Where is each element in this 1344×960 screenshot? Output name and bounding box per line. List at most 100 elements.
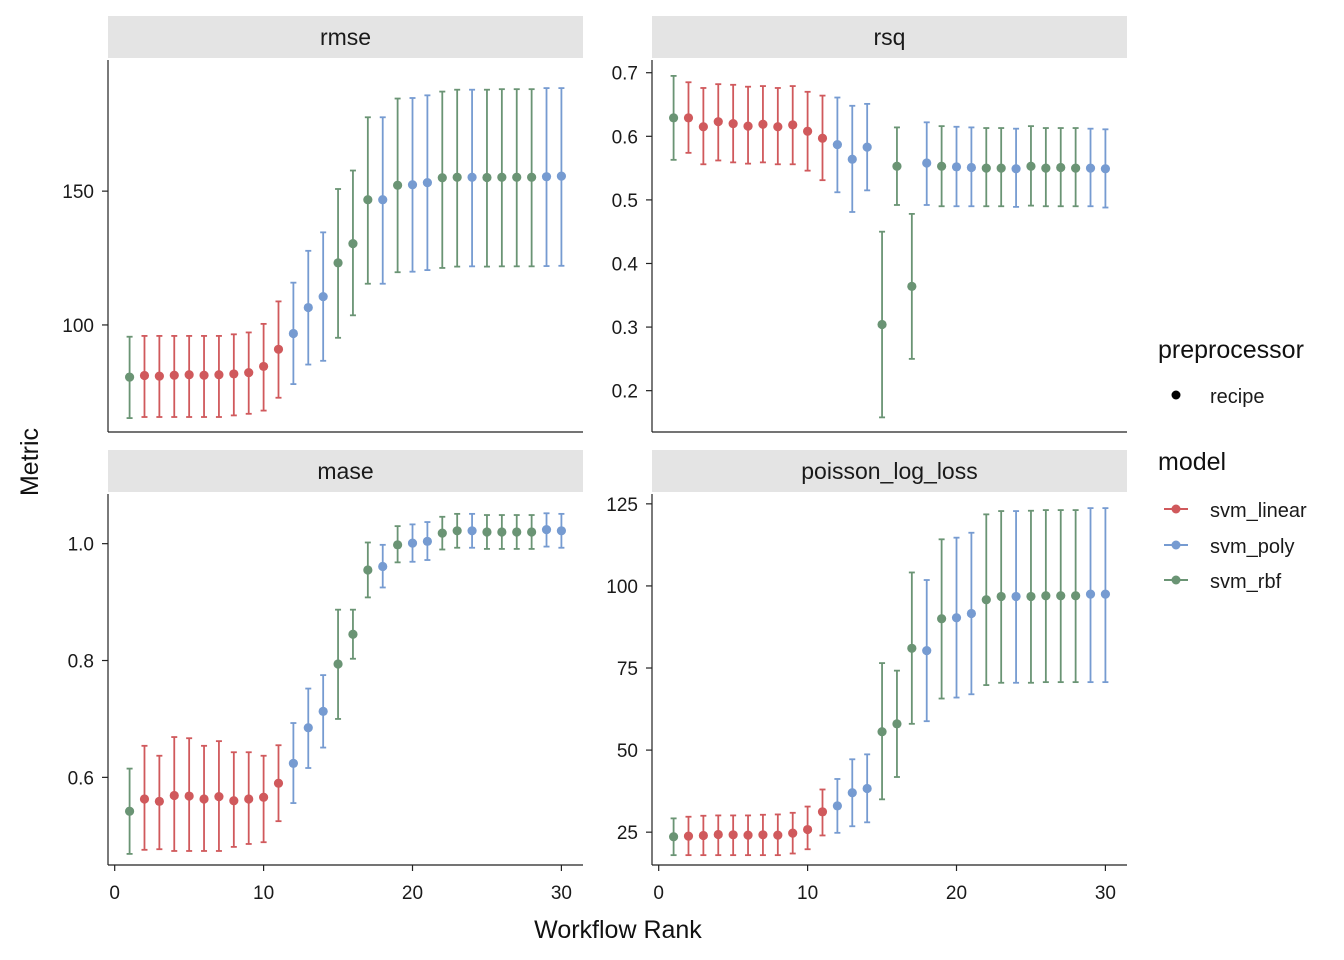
- data-point: [288, 328, 298, 339]
- legend-key-svm-linear: [1171, 504, 1181, 514]
- x-tick-label: 0: [653, 883, 664, 904]
- data-point-group: [229, 333, 239, 417]
- data-point-group: [966, 126, 976, 208]
- y-tick-label: 25: [617, 823, 638, 844]
- legend-label-svm-poly: svm_poly: [1210, 536, 1294, 558]
- y-tick-label: 100: [62, 316, 94, 337]
- x-tick-label: 10: [253, 883, 274, 904]
- data-point-group: [527, 88, 537, 268]
- y-tick-label: 0.7: [612, 64, 638, 85]
- data-point: [698, 830, 708, 841]
- data-point-group: [482, 88, 492, 268]
- data-point-group: [318, 231, 328, 362]
- data-point: [259, 361, 269, 372]
- data-point-group: [259, 322, 269, 412]
- data-point: [199, 794, 209, 804]
- data-point-group: [698, 814, 708, 857]
- data-point-group: [1056, 509, 1066, 684]
- data-point: [393, 180, 403, 190]
- data-point-group: [832, 778, 842, 834]
- data-point: [922, 158, 932, 168]
- legend-key-recipe: [1171, 390, 1181, 400]
- data-point-group: [907, 571, 917, 725]
- legend: preprocessor recipe model svm_linear svm…: [1158, 336, 1307, 593]
- data-point: [981, 163, 991, 173]
- data-point-group: [862, 102, 872, 192]
- data-point-group: [847, 104, 857, 213]
- data-point: [803, 126, 813, 136]
- data-point: [728, 830, 738, 840]
- data-point: [713, 117, 723, 127]
- data-point-group: [1011, 127, 1021, 208]
- data-point: [907, 643, 917, 653]
- data-point: [407, 180, 418, 190]
- data-point-group: [951, 125, 962, 208]
- data-point: [437, 173, 447, 183]
- data-point: [1100, 589, 1111, 599]
- data-point: [527, 172, 537, 182]
- data-point: [303, 723, 313, 733]
- data-point-group: [877, 662, 887, 801]
- data-point: [743, 830, 753, 840]
- data-point-group: [728, 814, 738, 857]
- data-point: [512, 527, 522, 537]
- data-point-group: [184, 335, 194, 418]
- data-point: [124, 372, 135, 382]
- data-point-group: [139, 335, 150, 418]
- data-point: [1011, 591, 1021, 602]
- data-point-group: [668, 817, 679, 857]
- data-point-group: [541, 512, 552, 548]
- data-point-group: [244, 751, 254, 845]
- y-tick-label: 0.8: [68, 652, 94, 673]
- data-point: [951, 613, 962, 623]
- data-point-group: [1026, 509, 1036, 684]
- data-point: [422, 536, 432, 546]
- data-point-group: [437, 515, 447, 551]
- data-point-group: [393, 97, 403, 274]
- data-point-group: [668, 74, 679, 161]
- y-tick-label: 50: [617, 741, 638, 762]
- data-point: [318, 706, 328, 716]
- data-point: [1026, 161, 1036, 171]
- data-point: [773, 122, 783, 132]
- x-tick-label: 30: [1095, 883, 1116, 904]
- data-point: [877, 727, 887, 737]
- data-point-group: [407, 523, 418, 563]
- data-point: [788, 828, 798, 838]
- strip-poisson-log-loss: [652, 450, 1127, 492]
- y-tick-label: 0.4: [612, 254, 639, 275]
- data-point: [683, 831, 694, 841]
- data-point-group: [497, 514, 507, 550]
- data-point: [393, 540, 403, 550]
- data-point-group: [922, 121, 932, 206]
- data-point-group: [348, 169, 358, 317]
- data-point: [467, 172, 477, 182]
- legend-title-preprocessor: preprocessor: [1158, 336, 1304, 364]
- panel-rsq: rsq 0.2 0.3 0.4 0.5 0.6 0.7: [612, 16, 1127, 433]
- data-point: [407, 538, 418, 548]
- data-point: [467, 526, 477, 536]
- data-point-group: [803, 90, 813, 172]
- data-point-group: [273, 300, 284, 399]
- data-point-group: [303, 249, 313, 366]
- y-tick-label: 1.0: [68, 535, 94, 556]
- data-point: [482, 527, 492, 537]
- data-point: [1026, 591, 1036, 602]
- data-point: [668, 113, 679, 123]
- data-point: [348, 629, 358, 639]
- data-point: [273, 344, 284, 354]
- data-point: [922, 646, 932, 656]
- data-point: [437, 528, 447, 538]
- data-point: [333, 659, 343, 669]
- data-point-group: [452, 88, 462, 268]
- data-point: [318, 291, 328, 302]
- data-point-group: [229, 751, 239, 848]
- data-point: [273, 778, 284, 788]
- strip-label-rmse: rmse: [320, 24, 371, 50]
- data-point: [803, 824, 813, 835]
- data-point-group: [378, 543, 388, 589]
- legend-label-svm-linear: svm_linear: [1210, 500, 1307, 522]
- data-point: [333, 258, 343, 268]
- data-point-group: [1085, 127, 1096, 208]
- y-tick-label: 0.2: [612, 382, 638, 403]
